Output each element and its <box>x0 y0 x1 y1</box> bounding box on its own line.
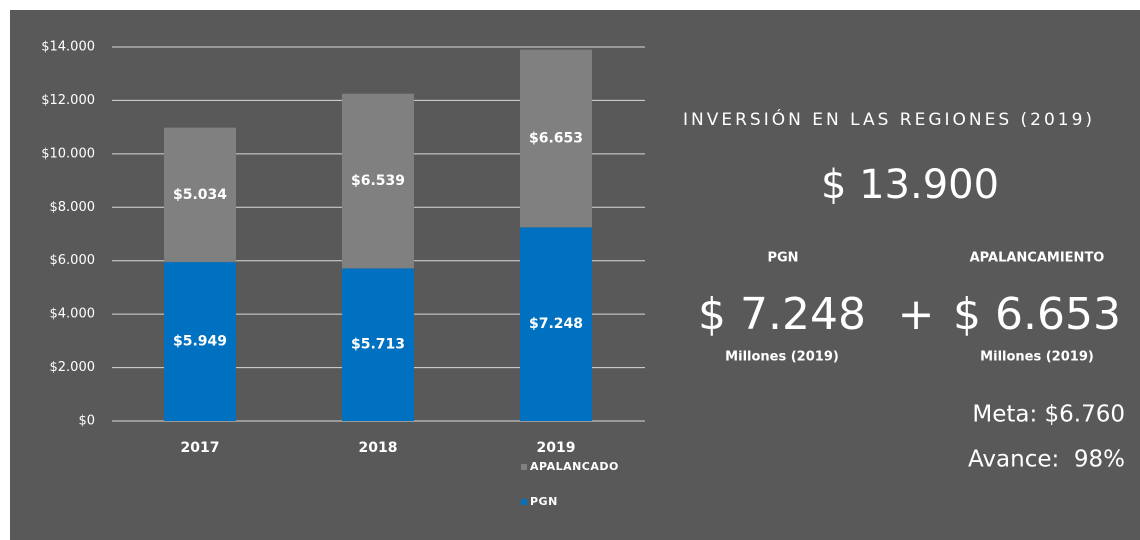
bar-segment <box>342 93 414 269</box>
data-label: $7.248 <box>529 316 583 332</box>
data-label: $5.949 <box>173 334 227 350</box>
y-tick-label: $12.000 <box>41 93 95 108</box>
panel-title: INVERSIÓN EN LAS REGIONES (2019) <box>683 108 1095 130</box>
bar-segment <box>164 262 236 421</box>
data-label: $6.653 <box>529 131 583 147</box>
apalancamiento-unit: Millones (2019) <box>980 350 1094 365</box>
x-tick-label: 2017 <box>181 440 220 456</box>
y-tick-label: $6.000 <box>50 253 96 268</box>
legend-label: PGN <box>530 495 558 508</box>
meta: Meta: $6.760 <box>972 402 1125 428</box>
legend-swatch <box>521 464 527 470</box>
x-tick-label: 2018 <box>359 440 398 456</box>
data-label: $5.713 <box>351 337 405 353</box>
bar-segment <box>164 127 236 263</box>
bar-segment <box>520 227 592 421</box>
y-tick-label: $2.000 <box>50 360 96 375</box>
legend-swatch <box>521 499 527 505</box>
apalancamiento-amount: $ 6.653 <box>953 289 1121 340</box>
y-tick-label: $10.000 <box>41 146 95 161</box>
y-tick-label: $0 <box>78 414 95 429</box>
plus-sign: + <box>898 289 935 340</box>
data-label: $5.034 <box>173 187 227 203</box>
y-tick-label: $4.000 <box>50 307 96 322</box>
pgn-heading: PGN <box>767 251 798 266</box>
legend-label: APALANCADO <box>530 460 619 473</box>
y-tick-label: $14.000 <box>41 40 95 55</box>
x-tick-label: 2019 <box>537 440 576 456</box>
data-label: $6.539 <box>351 173 405 189</box>
pgn-unit: Millones (2019) <box>725 350 839 365</box>
y-tick-label: $8.000 <box>50 200 96 215</box>
apalancamiento-heading: APALANCAMIENTO <box>970 251 1105 266</box>
bar-segment <box>342 268 414 421</box>
pgn-amount: $ 7.248 <box>698 289 866 340</box>
bar-segment <box>520 49 592 228</box>
panel-total: $ 13.900 <box>821 162 999 208</box>
avance: Avance: 98% <box>968 447 1125 473</box>
